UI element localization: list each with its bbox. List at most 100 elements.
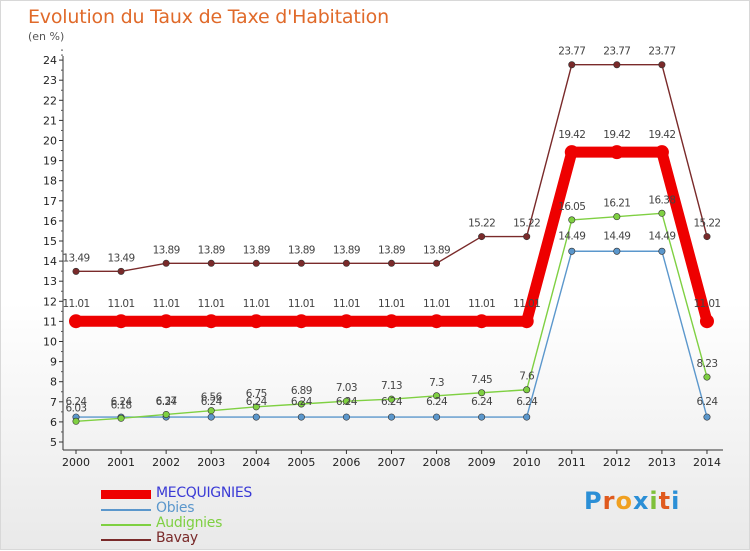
data-point-audignies — [523, 386, 531, 394]
data-point-bavay — [433, 259, 441, 267]
data-point-bavay — [568, 61, 576, 69]
data-point-bavay — [613, 61, 621, 69]
data-label-audignies: 6.75 — [246, 388, 267, 400]
x-tick-label: 2013 — [648, 456, 676, 469]
x-tick-label: 2012 — [603, 456, 631, 469]
data-point-bavay — [523, 233, 531, 241]
data-label-obies: 6.24 — [696, 396, 718, 408]
y-tick-label: 11 — [43, 315, 57, 328]
logo-letter: x — [632, 487, 650, 515]
legend-swatch — [101, 539, 151, 541]
data-label-mecquignies: 11.01 — [198, 298, 225, 310]
data-point-audignies — [117, 414, 125, 422]
data-point-mecquignies — [609, 145, 624, 160]
data-label-mecquignies: 11.01 — [333, 298, 360, 310]
data-point-obies — [658, 247, 666, 255]
data-point-bavay — [117, 267, 125, 275]
data-point-obies — [568, 247, 576, 255]
data-point-mecquignies — [204, 314, 219, 329]
data-label-mecquignies: 11.01 — [62, 298, 89, 310]
legend-swatch — [101, 490, 151, 499]
data-point-obies — [523, 413, 531, 421]
data-label-audignies: 16.21 — [603, 198, 630, 210]
x-tick-label: 2006 — [332, 456, 360, 469]
data-point-mecquignies — [474, 314, 489, 329]
data-point-audignies — [297, 400, 305, 408]
x-tick-label: 2005 — [287, 456, 315, 469]
data-label-audignies: 7.13 — [381, 380, 402, 392]
data-point-obies — [387, 413, 395, 421]
legend-swatch — [101, 509, 151, 511]
data-label-mecquignies: 11.01 — [153, 298, 180, 310]
data-label-audignies: 6.03 — [66, 402, 87, 414]
data-point-audignies — [568, 216, 576, 224]
data-label-bavay: 23.77 — [558, 46, 585, 58]
data-label-mecquignies: 11.01 — [378, 298, 405, 310]
data-point-bavay — [162, 259, 170, 267]
y-tick-label: 20 — [43, 135, 57, 148]
data-point-mecquignies — [699, 314, 714, 329]
y-tick-label: 6 — [50, 416, 57, 429]
x-tick-label: 2011 — [558, 456, 586, 469]
data-label-bavay: 13.89 — [243, 244, 270, 256]
data-label-mecquignies: 11.01 — [468, 298, 495, 310]
x-tick-label: 2000 — [62, 456, 90, 469]
x-tick-label: 2007 — [377, 456, 405, 469]
data-label-mecquignies: 11.01 — [513, 298, 540, 310]
data-label-mecquignies: 11.01 — [243, 298, 270, 310]
logo-letter: r — [602, 487, 616, 515]
data-point-bavay — [72, 267, 80, 275]
data-label-mecquignies: 19.42 — [603, 129, 630, 141]
y-tick-label: 5 — [50, 436, 57, 449]
data-label-bavay: 15.22 — [513, 218, 540, 230]
data-point-bavay — [387, 259, 395, 267]
data-point-audignies — [613, 213, 621, 221]
data-label-audignies: 7.6 — [519, 371, 535, 383]
y-tick-label: 9 — [50, 356, 57, 369]
y-tick-label: 22 — [43, 94, 57, 107]
x-tick-label: 2010 — [513, 456, 541, 469]
data-point-bavay — [297, 259, 305, 267]
data-label-mecquignies: 19.42 — [648, 129, 675, 141]
data-label-bavay: 13.89 — [288, 244, 315, 256]
legend-label: Bavay — [156, 530, 198, 546]
data-point-obies — [613, 247, 621, 255]
series-line-obies — [75, 250, 708, 418]
data-point-mecquignies — [564, 145, 579, 160]
data-label-audignies: 7.3 — [429, 377, 444, 389]
data-label-obies: 6.24 — [201, 396, 223, 408]
data-label-audignies: 7.03 — [336, 382, 357, 394]
data-point-audignies — [433, 392, 441, 400]
data-label-mecquignies: 11.01 — [693, 298, 720, 310]
data-label-mecquignies: 19.42 — [558, 129, 585, 141]
data-label-obies: 6.24 — [426, 396, 448, 408]
legend-label: Obies — [156, 500, 195, 516]
data-label-obies: 14.49 — [648, 230, 675, 242]
data-label-obies: 6.24 — [111, 396, 133, 408]
data-label-audignies: 6.89 — [291, 385, 312, 397]
data-label-mecquignies: 11.01 — [108, 298, 135, 310]
data-label-bavay: 13.89 — [378, 244, 405, 256]
data-point-audignies — [252, 403, 260, 411]
data-label-bavay: 23.77 — [648, 46, 675, 58]
legend-label: MECQUIGNIES — [156, 485, 252, 501]
data-label-obies: 6.24 — [471, 396, 493, 408]
data-point-bavay — [703, 233, 711, 241]
data-point-obies — [342, 413, 350, 421]
data-point-mecquignies — [69, 314, 83, 329]
data-label-bavay: 13.89 — [423, 244, 450, 256]
data-point-obies — [703, 413, 711, 421]
data-label-bavay: 15.22 — [468, 218, 495, 230]
legend-label: Audignies — [156, 515, 223, 531]
data-point-obies — [252, 413, 260, 421]
data-label-obies: 14.49 — [558, 230, 585, 242]
data-label-obies: 6.24 — [516, 396, 538, 408]
data-label-mecquignies: 11.01 — [288, 298, 315, 310]
data-point-mecquignies — [384, 314, 399, 329]
y-tick-label: 16 — [43, 215, 57, 228]
data-point-audignies — [207, 407, 215, 415]
data-point-mecquignies — [429, 314, 444, 329]
y-tick-label: 19 — [43, 155, 57, 168]
data-label-audignies: 8.23 — [696, 358, 717, 370]
y-tick-label: 18 — [43, 175, 57, 188]
